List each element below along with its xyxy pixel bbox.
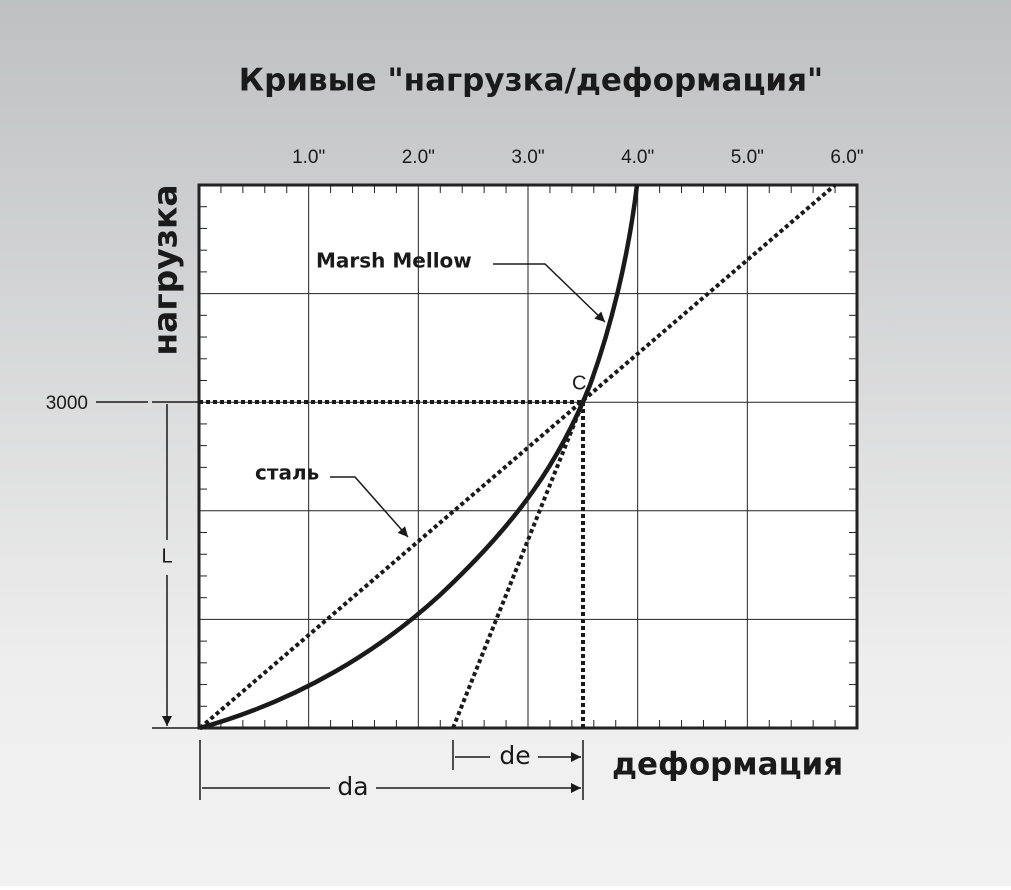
point-label: C — [572, 372, 586, 394]
y-axis-label: нагрузка — [146, 184, 185, 355]
load-label: L — [161, 545, 172, 567]
steel-line — [198, 183, 837, 730]
title: Кривые "нагрузка/деформация" — [239, 63, 823, 99]
x-tick-label: 3.0" — [511, 147, 544, 168]
x-tick-label: 5.0" — [731, 147, 764, 168]
y-marker: 3000 — [46, 393, 88, 414]
leader — [330, 476, 409, 538]
x-tick-label: 1.0" — [292, 147, 325, 168]
de-label: de — [499, 741, 530, 770]
guide-lines — [199, 400, 585, 728]
leader — [493, 263, 606, 323]
x-tick-label: 4.0" — [621, 147, 654, 168]
x-axis-label: деформация — [612, 747, 843, 783]
x-ticks: 1.0" 2.0" 3.0" 4.0" 5.0" 6.0" — [292, 147, 864, 168]
marsh-mellow-curve — [199, 184, 640, 731]
da-label: da — [337, 772, 368, 801]
curve-label: Marsh Mellow — [316, 249, 472, 273]
curve-label: сталь — [255, 461, 319, 485]
x-tick-label: 6.0" — [830, 147, 863, 168]
tangent-line — [451, 401, 585, 729]
x-tick-label: 2.0" — [402, 147, 435, 168]
